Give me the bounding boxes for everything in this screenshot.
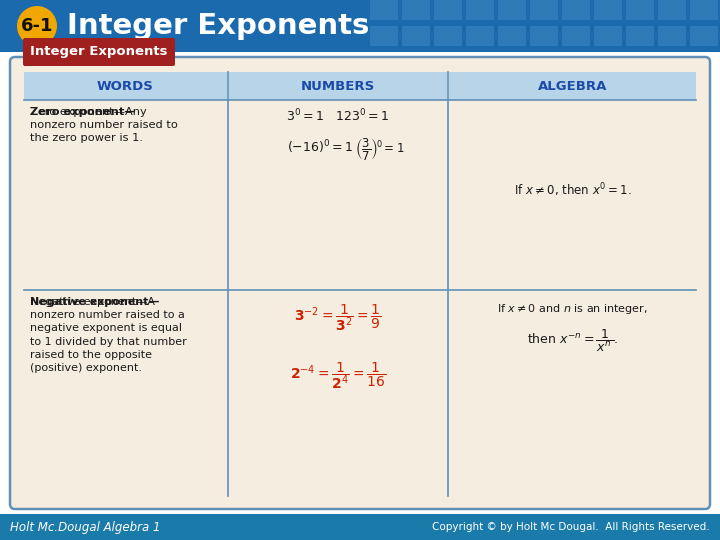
FancyBboxPatch shape <box>594 26 622 46</box>
FancyBboxPatch shape <box>626 26 654 46</box>
Text: $\mathbf{3}^{-2} = \dfrac{1}{\mathbf{3}^2} = \dfrac{1}{9}$: $\mathbf{3}^{-2} = \dfrac{1}{\mathbf{3}^… <box>294 302 382 333</box>
FancyBboxPatch shape <box>562 26 590 46</box>
FancyBboxPatch shape <box>530 26 558 46</box>
Text: $\mathbf{2}^{-4} = \dfrac{1}{\mathbf{2}^4} = \dfrac{1}{16}$: $\mathbf{2}^{-4} = \dfrac{1}{\mathbf{2}^… <box>290 360 386 391</box>
Text: $3^0 = 1 \quad 123^0 = 1$: $3^0 = 1 \quad 123^0 = 1$ <box>287 108 390 125</box>
FancyBboxPatch shape <box>690 26 718 46</box>
FancyBboxPatch shape <box>402 0 430 20</box>
Text: If $x \neq 0$ and $n$ is an integer,: If $x \neq 0$ and $n$ is an integer, <box>498 302 648 316</box>
Text: then $x^{-n} = \dfrac{\ 1\ }{x^n}.$: then $x^{-n} = \dfrac{\ 1\ }{x^n}.$ <box>527 327 618 354</box>
Text: Zero exponent—: Zero exponent— <box>30 107 135 117</box>
Text: Copyright © by Holt Mc Dougal.  All Rights Reserved.: Copyright © by Holt Mc Dougal. All Right… <box>433 522 710 532</box>
Text: 6-1: 6-1 <box>21 17 53 35</box>
FancyBboxPatch shape <box>626 0 654 20</box>
Text: NUMBERS: NUMBERS <box>301 79 375 92</box>
Text: Holt Mc.Dougal Algebra 1: Holt Mc.Dougal Algebra 1 <box>10 521 161 534</box>
FancyBboxPatch shape <box>658 0 686 20</box>
Bar <box>0 0 720 52</box>
Text: Negative exponent—A
nonzero number raised to a
negative exponent is equal
to 1 d: Negative exponent—A nonzero number raise… <box>30 297 186 373</box>
Circle shape <box>17 6 57 46</box>
FancyBboxPatch shape <box>498 26 526 46</box>
Bar <box>229 72 447 100</box>
Bar <box>24 72 227 100</box>
FancyBboxPatch shape <box>466 26 494 46</box>
Bar <box>0 52 720 514</box>
FancyBboxPatch shape <box>498 0 526 20</box>
Text: Zero exponent—Any
nonzero number raised to
the zero power is 1.: Zero exponent—Any nonzero number raised … <box>30 107 178 144</box>
Text: $(-16)^0 = 1$: $(-16)^0 = 1$ <box>287 138 353 156</box>
Bar <box>449 72 696 100</box>
FancyBboxPatch shape <box>402 26 430 46</box>
Text: Integer Exponents: Integer Exponents <box>67 12 369 40</box>
FancyBboxPatch shape <box>434 26 462 46</box>
FancyBboxPatch shape <box>690 0 718 20</box>
FancyBboxPatch shape <box>370 26 398 46</box>
Text: If $x \neq 0$, then $x^0 = 1.$: If $x \neq 0$, then $x^0 = 1.$ <box>513 181 631 199</box>
FancyBboxPatch shape <box>466 0 494 20</box>
FancyBboxPatch shape <box>594 0 622 20</box>
Text: $\left(\dfrac{3}{7}\right)^{\!0} = 1$: $\left(\dfrac{3}{7}\right)^{\!0} = 1$ <box>355 136 405 162</box>
Text: ALGEBRA: ALGEBRA <box>538 79 607 92</box>
FancyBboxPatch shape <box>530 0 558 20</box>
FancyBboxPatch shape <box>23 38 175 66</box>
Text: WORDS: WORDS <box>97 79 154 92</box>
Text: Negative exponent—: Negative exponent— <box>30 297 160 307</box>
FancyBboxPatch shape <box>658 26 686 46</box>
FancyBboxPatch shape <box>370 0 398 20</box>
FancyBboxPatch shape <box>434 0 462 20</box>
FancyBboxPatch shape <box>562 0 590 20</box>
Text: Integer Exponents: Integer Exponents <box>30 45 168 58</box>
Bar <box>0 514 720 540</box>
FancyBboxPatch shape <box>10 57 710 509</box>
